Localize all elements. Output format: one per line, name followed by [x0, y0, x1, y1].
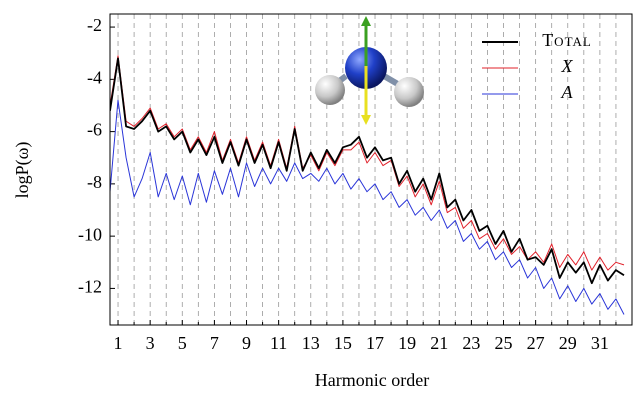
molecule-illustration — [315, 16, 424, 125]
x-tick-label: 15 — [334, 333, 352, 353]
x-tick-label: 11 — [270, 333, 287, 353]
x-tick-label: 1 — [114, 333, 123, 353]
x-tick-label: 25 — [495, 333, 513, 353]
x-tick-label: 7 — [210, 333, 219, 353]
y-axis-label: logP(ω) — [12, 142, 33, 199]
y-tick-label: -6 — [87, 120, 102, 140]
y-tick-label: -2 — [87, 15, 102, 35]
plot-frame — [109, 13, 633, 326]
hydrogen-atom — [394, 77, 424, 107]
x-axis-label: Harmonic order — [315, 370, 429, 390]
y-tick-label: -12 — [78, 277, 102, 297]
x-tick-label: 27 — [527, 333, 545, 353]
legend-label: X — [561, 56, 574, 76]
y-tick-label: -4 — [87, 67, 102, 87]
grid — [117, 14, 617, 325]
x-tick-label: 5 — [178, 333, 187, 353]
arrow-head — [361, 16, 371, 26]
legend-label: A — [561, 82, 574, 102]
arrow-head — [361, 115, 371, 125]
series-line — [110, 99, 625, 315]
x-tick-label: 29 — [559, 333, 577, 353]
y-tick-label: -8 — [87, 172, 102, 192]
x-tick-label: 23 — [462, 333, 480, 353]
hydrogen-atom — [315, 75, 345, 105]
y-tick-label: -10 — [78, 224, 102, 244]
x-tick-label: 19 — [398, 333, 416, 353]
legend-label: Total — [542, 30, 592, 50]
x-tick-label: 3 — [146, 333, 155, 353]
x-tick-label: 9 — [242, 333, 251, 353]
x-tick-label: 17 — [366, 333, 384, 353]
x-tick-label: 13 — [302, 333, 320, 353]
x-tick-label: 21 — [430, 333, 448, 353]
x-tick-label: 31 — [591, 333, 609, 353]
series-line — [110, 55, 625, 271]
series-line — [110, 57, 625, 285]
